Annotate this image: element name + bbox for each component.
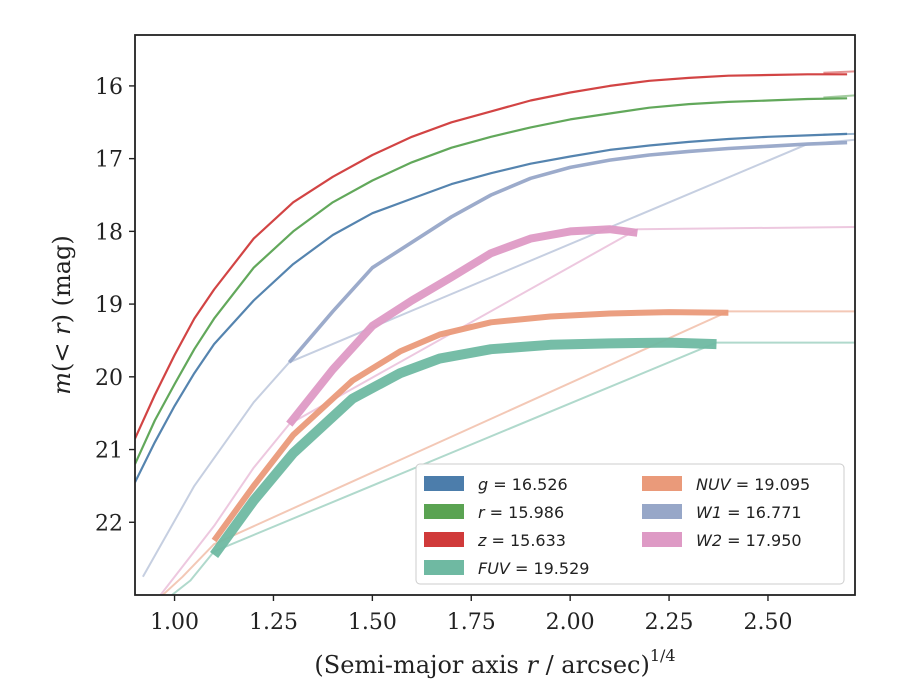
legend-item-w1: W1 = 16.771 [642,503,802,522]
y-axis-label: m(< r) (mag) [48,235,76,395]
legend-label: W1 = 16.771 [696,503,802,522]
legend-label: g = 16.526 [478,475,568,494]
x-tick-label: 2.50 [743,610,792,635]
y-tick-label: 18 [95,220,123,245]
series-nuv-line [211,309,729,543]
x-tick-label: 1.00 [150,610,199,635]
series-w2-extrapolation [159,226,855,595]
y-tick-label: 19 [95,293,123,318]
series-layer [135,73,848,558]
series-r-extrapolation [823,94,855,99]
series-w1-line [287,140,848,364]
legend-item-w2: W2 = 17.950 [642,531,802,550]
legend-swatch [424,476,464,491]
legend-box [415,463,845,585]
legend-label: r = 15.986 [478,503,564,522]
y-tick-label: 20 [95,366,123,391]
series-fuv-line [210,337,717,558]
series-g-line [135,132,848,483]
legend-swatch [642,504,682,519]
x-tick-label: 1.75 [447,610,496,635]
series-nuv-extrapolation [161,310,855,595]
legend-item-fuv: FUV = 19.529 [424,559,589,578]
legend-swatch [424,560,464,575]
x-tick-label: 1.25 [249,610,298,635]
series-r-line [135,97,848,465]
y-tick-label: 22 [95,511,123,536]
series-w2-line [286,225,638,427]
legend-swatch [642,532,682,547]
legend-item-r: r = 15.986 [424,503,564,522]
x-tick-label: 1.50 [348,610,397,635]
legend-swatch [424,504,464,519]
plot-frame [134,34,856,596]
y-tick-label: 17 [95,148,123,173]
legend: g = 16.526 r = 15.986 z = 15.633 FUV = 19.5… [415,463,845,585]
x-tick-label: 2.00 [546,610,595,635]
legend-label: NUV = 19.095 [696,475,810,494]
x-tick-label: 2.25 [645,610,694,635]
series-z-line [135,73,848,440]
x-axis-label: (Semi-major axis r / arcsec)1/4 [314,646,675,679]
legend-label: FUV = 19.529 [478,559,589,578]
y-tick-label: 21 [95,439,123,464]
legend-label: z = 15.633 [477,531,566,550]
legend-item-nuv: NUV = 19.095 [642,475,810,494]
legend-label: W2 = 17.950 [696,531,802,550]
tick-layer: 1.00 1.25 1.50 1.75 2.00 2.25 2.50 16 17 18 19 20 21… [95,75,792,635]
legend-swatch [642,476,682,491]
series-z-extrapolation [823,70,855,74]
legend-swatch [424,532,464,547]
legend-item-g: g = 16.526 [424,475,568,494]
y-tick-label: 16 [95,75,123,100]
legend-item-z: z = 15.633 [424,531,566,550]
